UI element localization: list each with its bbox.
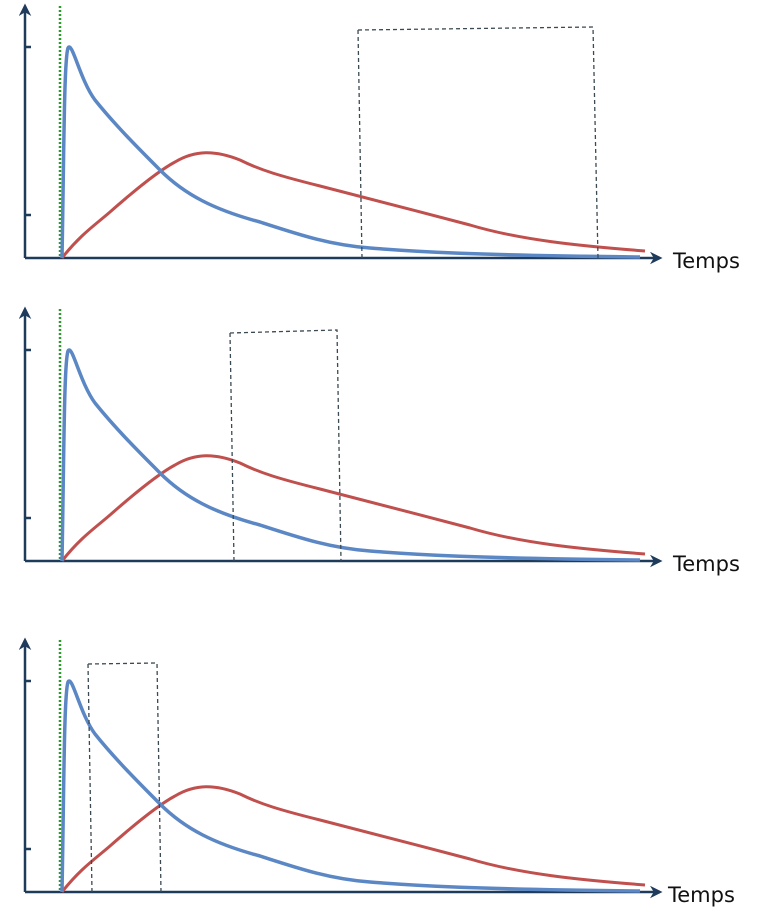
panel-graphic [25, 309, 660, 561]
x-axis-label: Temps [667, 883, 735, 907]
x-axis-label: Temps [672, 552, 740, 576]
panel-graphic [25, 6, 660, 258]
x-axis-label: Temps [672, 249, 740, 273]
panel-1: Temps [25, 6, 740, 273]
panel-2: Temps [25, 309, 740, 576]
panel-3: Temps [25, 640, 735, 907]
time-window [229, 329, 342, 562]
time-window [87, 662, 162, 893]
time-window [357, 26, 599, 259]
panel-graphic [25, 640, 660, 892]
